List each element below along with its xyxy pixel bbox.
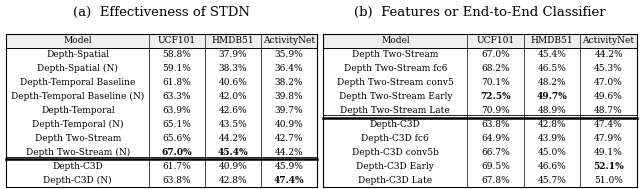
- Text: 39.7%: 39.7%: [275, 106, 303, 115]
- Text: 42.6%: 42.6%: [219, 106, 247, 115]
- Text: 63.3%: 63.3%: [163, 92, 191, 101]
- Text: UCF101: UCF101: [477, 36, 515, 46]
- Text: 40.9%: 40.9%: [275, 120, 303, 129]
- Text: 43.5%: 43.5%: [219, 120, 248, 129]
- Text: 63.8%: 63.8%: [481, 120, 510, 129]
- Text: 42.8%: 42.8%: [538, 120, 566, 129]
- Text: 47.4%: 47.4%: [594, 120, 623, 129]
- Text: 37.9%: 37.9%: [219, 50, 247, 59]
- Text: 47.4%: 47.4%: [273, 176, 304, 185]
- Text: 45.3%: 45.3%: [594, 64, 623, 73]
- Text: 72.5%: 72.5%: [481, 92, 511, 101]
- Text: 36.4%: 36.4%: [275, 64, 303, 73]
- Text: 35.9%: 35.9%: [275, 50, 303, 59]
- Text: (a)  Effectiveness of STDN: (a) Effectiveness of STDN: [73, 6, 250, 19]
- Text: 70.9%: 70.9%: [481, 106, 510, 115]
- Text: 61.8%: 61.8%: [163, 78, 191, 87]
- Text: 69.5%: 69.5%: [481, 162, 510, 171]
- Text: Depth-C3D conv5b: Depth-C3D conv5b: [352, 148, 439, 157]
- Text: 58.8%: 58.8%: [163, 50, 191, 59]
- Text: ActivityNet: ActivityNet: [582, 36, 635, 46]
- Text: 52.1%: 52.1%: [593, 162, 624, 171]
- Text: Depth-Temporal: Depth-Temporal: [41, 106, 115, 115]
- Text: 66.7%: 66.7%: [481, 148, 510, 157]
- Text: 39.8%: 39.8%: [275, 92, 303, 101]
- Text: Depth-C3D Late: Depth-C3D Late: [358, 176, 433, 185]
- Text: 45.9%: 45.9%: [275, 162, 303, 171]
- Text: Depth-C3D (N): Depth-C3D (N): [44, 176, 112, 185]
- Text: Depth-C3D: Depth-C3D: [370, 120, 420, 129]
- Text: 65.6%: 65.6%: [163, 134, 191, 143]
- Text: Depth Two-Stream (N): Depth Two-Stream (N): [26, 148, 130, 157]
- Text: 43.9%: 43.9%: [538, 134, 566, 143]
- Text: Depth-C3D: Depth-C3D: [52, 162, 103, 171]
- Text: 49.6%: 49.6%: [594, 92, 623, 101]
- Text: Depth-Spatial: Depth-Spatial: [46, 50, 109, 59]
- Text: 48.2%: 48.2%: [538, 78, 566, 87]
- Text: 38.2%: 38.2%: [275, 78, 303, 87]
- Text: 44.2%: 44.2%: [595, 50, 623, 59]
- Text: Depth Two-Stream conv5: Depth Two-Stream conv5: [337, 78, 454, 87]
- Text: 51.0%: 51.0%: [594, 176, 623, 185]
- Text: 46.5%: 46.5%: [538, 64, 566, 73]
- Text: Depth-Spatial (N): Depth-Spatial (N): [37, 64, 118, 73]
- Text: Depth-C3D Early: Depth-C3D Early: [356, 162, 435, 171]
- Bar: [6, 34, 317, 48]
- Text: 67.8%: 67.8%: [481, 176, 510, 185]
- Text: 48.7%: 48.7%: [594, 106, 623, 115]
- Text: 63.8%: 63.8%: [163, 176, 191, 185]
- Text: 38.3%: 38.3%: [219, 64, 247, 73]
- Text: ActivityNet: ActivityNet: [263, 36, 315, 46]
- Text: Depth Two-Stream: Depth Two-Stream: [352, 50, 438, 59]
- Text: 45.0%: 45.0%: [538, 148, 566, 157]
- Text: Depth-Temporal (N): Depth-Temporal (N): [32, 120, 124, 129]
- Text: UCF101: UCF101: [158, 36, 196, 46]
- Text: 68.2%: 68.2%: [481, 64, 510, 73]
- Text: Depth Two-Stream fc6: Depth Two-Stream fc6: [344, 64, 447, 73]
- Text: 42.0%: 42.0%: [219, 92, 247, 101]
- Text: 45.7%: 45.7%: [538, 176, 566, 185]
- Text: Depth Two-Stream Late: Depth Two-Stream Late: [340, 106, 450, 115]
- Text: 49.7%: 49.7%: [537, 92, 568, 101]
- Text: 67.0%: 67.0%: [162, 148, 193, 157]
- Bar: [323, 34, 637, 48]
- Text: 63.9%: 63.9%: [163, 106, 191, 115]
- Text: 46.6%: 46.6%: [538, 162, 566, 171]
- Text: 67.0%: 67.0%: [481, 50, 510, 59]
- Text: 42.7%: 42.7%: [275, 134, 303, 143]
- Text: 65.1%: 65.1%: [163, 120, 191, 129]
- Text: 45.4%: 45.4%: [218, 148, 248, 157]
- Text: HMDB51: HMDB51: [212, 36, 254, 46]
- Text: Depth-Temporal Baseline: Depth-Temporal Baseline: [20, 78, 136, 87]
- Text: 70.1%: 70.1%: [481, 78, 510, 87]
- Text: 42.8%: 42.8%: [219, 176, 247, 185]
- Text: 40.6%: 40.6%: [219, 78, 248, 87]
- Text: 61.7%: 61.7%: [163, 162, 191, 171]
- Text: Depth-C3D fc6: Depth-C3D fc6: [362, 134, 429, 143]
- Text: 49.1%: 49.1%: [594, 148, 623, 157]
- Text: Model: Model: [63, 36, 92, 46]
- Text: 64.9%: 64.9%: [481, 134, 510, 143]
- Text: 44.2%: 44.2%: [219, 134, 247, 143]
- Text: 48.9%: 48.9%: [538, 106, 566, 115]
- Text: Model: Model: [381, 36, 410, 46]
- Text: 59.1%: 59.1%: [163, 64, 191, 73]
- Text: (b)  Features or End-to-End Classifier: (b) Features or End-to-End Classifier: [354, 6, 606, 19]
- Text: 47.0%: 47.0%: [594, 78, 623, 87]
- Text: Depth Two-Stream: Depth Two-Stream: [35, 134, 121, 143]
- Text: 47.9%: 47.9%: [594, 134, 623, 143]
- Text: 45.4%: 45.4%: [538, 50, 566, 59]
- Text: HMDB51: HMDB51: [531, 36, 573, 46]
- Text: 44.2%: 44.2%: [275, 148, 303, 157]
- Text: 40.9%: 40.9%: [219, 162, 248, 171]
- Text: Depth-Temporal Baseline (N): Depth-Temporal Baseline (N): [11, 92, 145, 101]
- Text: Depth Two-Stream Early: Depth Two-Stream Early: [339, 92, 452, 101]
